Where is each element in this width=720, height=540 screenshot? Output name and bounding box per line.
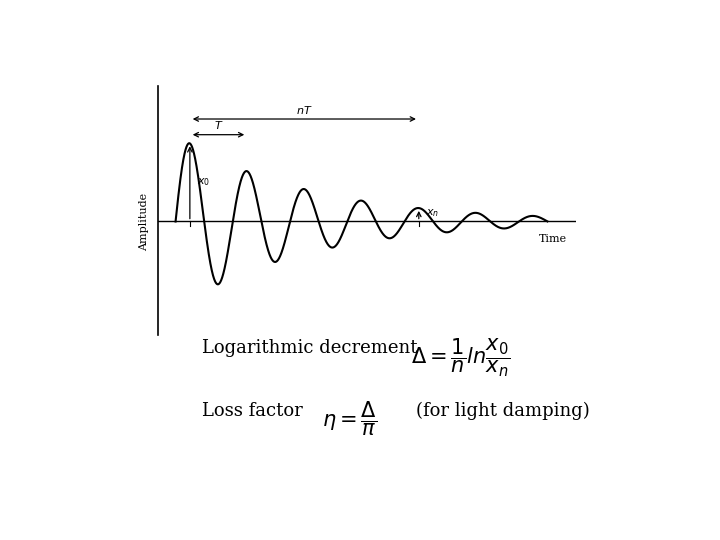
Text: $x_n$: $x_n$ xyxy=(426,207,439,219)
Text: (for light damping): (for light damping) xyxy=(416,402,590,420)
Text: $T$: $T$ xyxy=(214,119,223,131)
Text: $nT$: $nT$ xyxy=(296,104,312,116)
Text: $\Delta = \dfrac{1}{n} ln \dfrac{x_0}{x_n}$: $\Delta = \dfrac{1}{n} ln \dfrac{x_0}{x_… xyxy=(411,337,510,379)
Text: Amplitude: Amplitude xyxy=(139,192,149,251)
Text: Logarithmic decrement: Logarithmic decrement xyxy=(202,339,417,357)
Text: Free vibration decay method: Free vibration decay method xyxy=(168,85,570,110)
Text: $\eta = \dfrac{\Delta}{\pi}$: $\eta = \dfrac{\Delta}{\pi}$ xyxy=(322,400,377,438)
Text: Loss factor: Loss factor xyxy=(202,402,302,420)
Text: $x_0$: $x_0$ xyxy=(197,177,210,188)
Text: Time: Time xyxy=(539,234,567,244)
